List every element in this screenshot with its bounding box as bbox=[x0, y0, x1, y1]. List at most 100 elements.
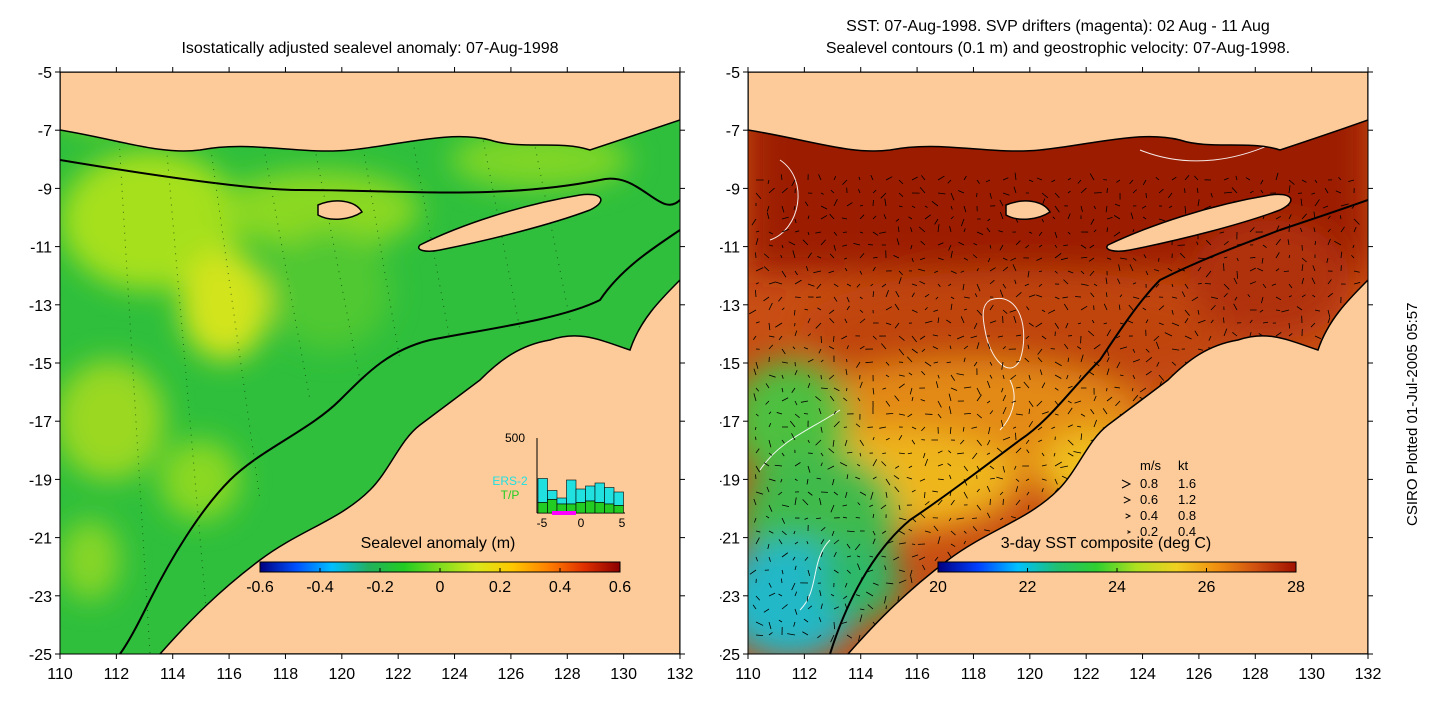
inset-bar-tp bbox=[547, 499, 558, 514]
inset-bar-ers2 bbox=[604, 487, 615, 505]
x-tick-label: 112 bbox=[792, 666, 818, 683]
inset-bar-tp bbox=[537, 502, 548, 514]
inset-bar-ers2 bbox=[575, 488, 586, 503]
y-tick-label: -19 bbox=[29, 472, 52, 489]
y-tick-label: -13 bbox=[720, 298, 740, 315]
x-tick-label: 130 bbox=[1298, 666, 1325, 683]
inset-bar-tp bbox=[613, 505, 624, 514]
inset-bar-ers2 bbox=[566, 479, 577, 505]
inset-bar-ers2 bbox=[547, 490, 558, 500]
colorbar-tick-label: 20 bbox=[929, 579, 947, 596]
y-tick-label: -23 bbox=[29, 589, 52, 606]
inset-bar-tp bbox=[594, 502, 605, 514]
x-tick-label: 122 bbox=[385, 666, 412, 683]
inset-series-tp: T/P bbox=[501, 488, 520, 502]
inset-bar-tp bbox=[575, 502, 586, 514]
inset-bar-ers2 bbox=[537, 478, 548, 503]
x-tick-label: 114 bbox=[848, 666, 874, 683]
colorbar-tick-label: 0.2 bbox=[489, 579, 511, 596]
colorbar-tick-label: 0.6 bbox=[609, 579, 631, 596]
inset-bar-ers2 bbox=[585, 485, 596, 502]
y-tick-label: -9 bbox=[38, 181, 52, 198]
x-tick-label: 110 bbox=[47, 666, 73, 683]
colorbar-tick-label: 28 bbox=[1287, 579, 1305, 596]
y-tick-label: -23 bbox=[720, 589, 740, 606]
y-tick-label: -21 bbox=[720, 531, 740, 548]
x-tick-label: 116 bbox=[216, 666, 242, 683]
shelf-edge-contour bbox=[829, 199, 1368, 654]
y-tick-label: -5 bbox=[726, 65, 740, 82]
colorbar-tick-label: -0.4 bbox=[306, 579, 334, 596]
colorbar-tick-label: 24 bbox=[1108, 579, 1126, 596]
x-tick-label: 118 bbox=[273, 666, 299, 683]
y-tick-label: -17 bbox=[29, 414, 52, 431]
x-tick-label: 122 bbox=[1073, 666, 1100, 683]
sealevel-anomaly-map: 500 ERS-2 T/P -5 0 5 Sealevel anomaly (m… bbox=[29, 65, 694, 683]
x-tick-label: 116 bbox=[904, 666, 930, 683]
inset-bar-tp bbox=[585, 500, 596, 514]
x-tick-label: 130 bbox=[610, 666, 637, 683]
y-tick-label: -15 bbox=[29, 356, 52, 373]
legend-kt-value: 0.4 bbox=[1178, 524, 1196, 539]
legend-ms-value: 0.8 bbox=[1140, 476, 1158, 491]
y-tick-label: -7 bbox=[38, 123, 52, 140]
legend-ms-value: 0.4 bbox=[1140, 508, 1158, 523]
y-tick-label: -13 bbox=[29, 298, 52, 315]
shelf-edge-contour bbox=[60, 159, 680, 654]
x-tick-label: 120 bbox=[328, 666, 355, 683]
land-sumba bbox=[1005, 200, 1052, 220]
y-tick-label: -11 bbox=[30, 240, 52, 257]
inset-bar-tp bbox=[604, 503, 615, 514]
legend-kt-value: 1.2 bbox=[1178, 492, 1196, 507]
y-tick-label: -5 bbox=[38, 65, 52, 82]
velocity-legend: m/s kt 0.8 1.60.6 1.20.4 0.80.2 0.4 bbox=[1121, 458, 1196, 539]
legend-ms-value: 0.6 bbox=[1140, 492, 1158, 507]
colorbar-tick-label: -0.2 bbox=[366, 579, 394, 596]
legend-kt-value: 1.6 bbox=[1178, 476, 1196, 491]
x-tick-label: 110 bbox=[735, 666, 761, 683]
y-tick-label: -19 bbox=[720, 472, 740, 489]
colorbar-tick-label: 0 bbox=[436, 579, 445, 596]
land-australia bbox=[846, 278, 1368, 654]
x-tick-label: 132 bbox=[667, 666, 694, 683]
y-tick-label: -21 bbox=[29, 531, 52, 548]
left-colorbar-label: Sealevel anomaly (m) bbox=[361, 535, 516, 552]
left-map-title: Isostatically adjusted sealevel anomaly:… bbox=[181, 40, 559, 57]
y-tick-label: -11 bbox=[720, 240, 740, 257]
land-timor bbox=[418, 193, 602, 252]
legend-arrow bbox=[1125, 513, 1132, 519]
land-timor bbox=[1106, 193, 1292, 252]
y-tick-label: -15 bbox=[720, 356, 740, 373]
x-tick-label: 124 bbox=[1129, 666, 1156, 683]
sst-map: m/s kt 0.8 1.60.6 1.20.4 0.80.2 0.4 3-day SS… bbox=[720, 65, 1382, 683]
x-tick-label: 126 bbox=[1186, 666, 1213, 683]
inset-xtick: 0 bbox=[578, 516, 585, 530]
y-tick-label: -7 bbox=[726, 123, 740, 140]
colorbar-tick-label: -0.6 bbox=[246, 579, 274, 596]
right-map-title-line1: SST: 07-Aug-1998. SVP drifters (magenta)… bbox=[846, 18, 1270, 35]
y-tick-label: -25 bbox=[29, 647, 52, 664]
legend-header-kt: kt bbox=[1178, 458, 1189, 473]
inset-xtick: 5 bbox=[619, 516, 626, 530]
y-tick-label: -9 bbox=[726, 181, 740, 198]
x-tick-label: 128 bbox=[554, 666, 581, 683]
legend-arrow bbox=[1121, 479, 1132, 489]
inset-bar-ers2 bbox=[594, 482, 605, 503]
colorbar-tick-label: 22 bbox=[1019, 579, 1037, 596]
legend-kt-value: 0.8 bbox=[1178, 508, 1196, 523]
x-tick-label: 132 bbox=[1355, 666, 1382, 683]
data-count-inset: 500 ERS-2 T/P -5 0 5 bbox=[492, 431, 625, 530]
inset-bar-ers2 bbox=[556, 497, 567, 505]
land-australia bbox=[158, 278, 680, 654]
inset-series-ers2: ERS-2 bbox=[492, 474, 528, 488]
legend-header-ms: m/s bbox=[1140, 458, 1161, 473]
land-north bbox=[60, 72, 680, 152]
x-tick-label: 112 bbox=[104, 666, 130, 683]
colorbar-tick-label: 26 bbox=[1198, 579, 1216, 596]
y-tick-label: -25 bbox=[720, 647, 740, 664]
colorbar-tick-label: 0.4 bbox=[549, 579, 571, 596]
legend-arrow bbox=[1127, 530, 1132, 534]
x-tick-label: 124 bbox=[441, 666, 468, 683]
legend-ms-value: 0.2 bbox=[1140, 524, 1158, 539]
sealevel-contours bbox=[759, 139, 1281, 611]
